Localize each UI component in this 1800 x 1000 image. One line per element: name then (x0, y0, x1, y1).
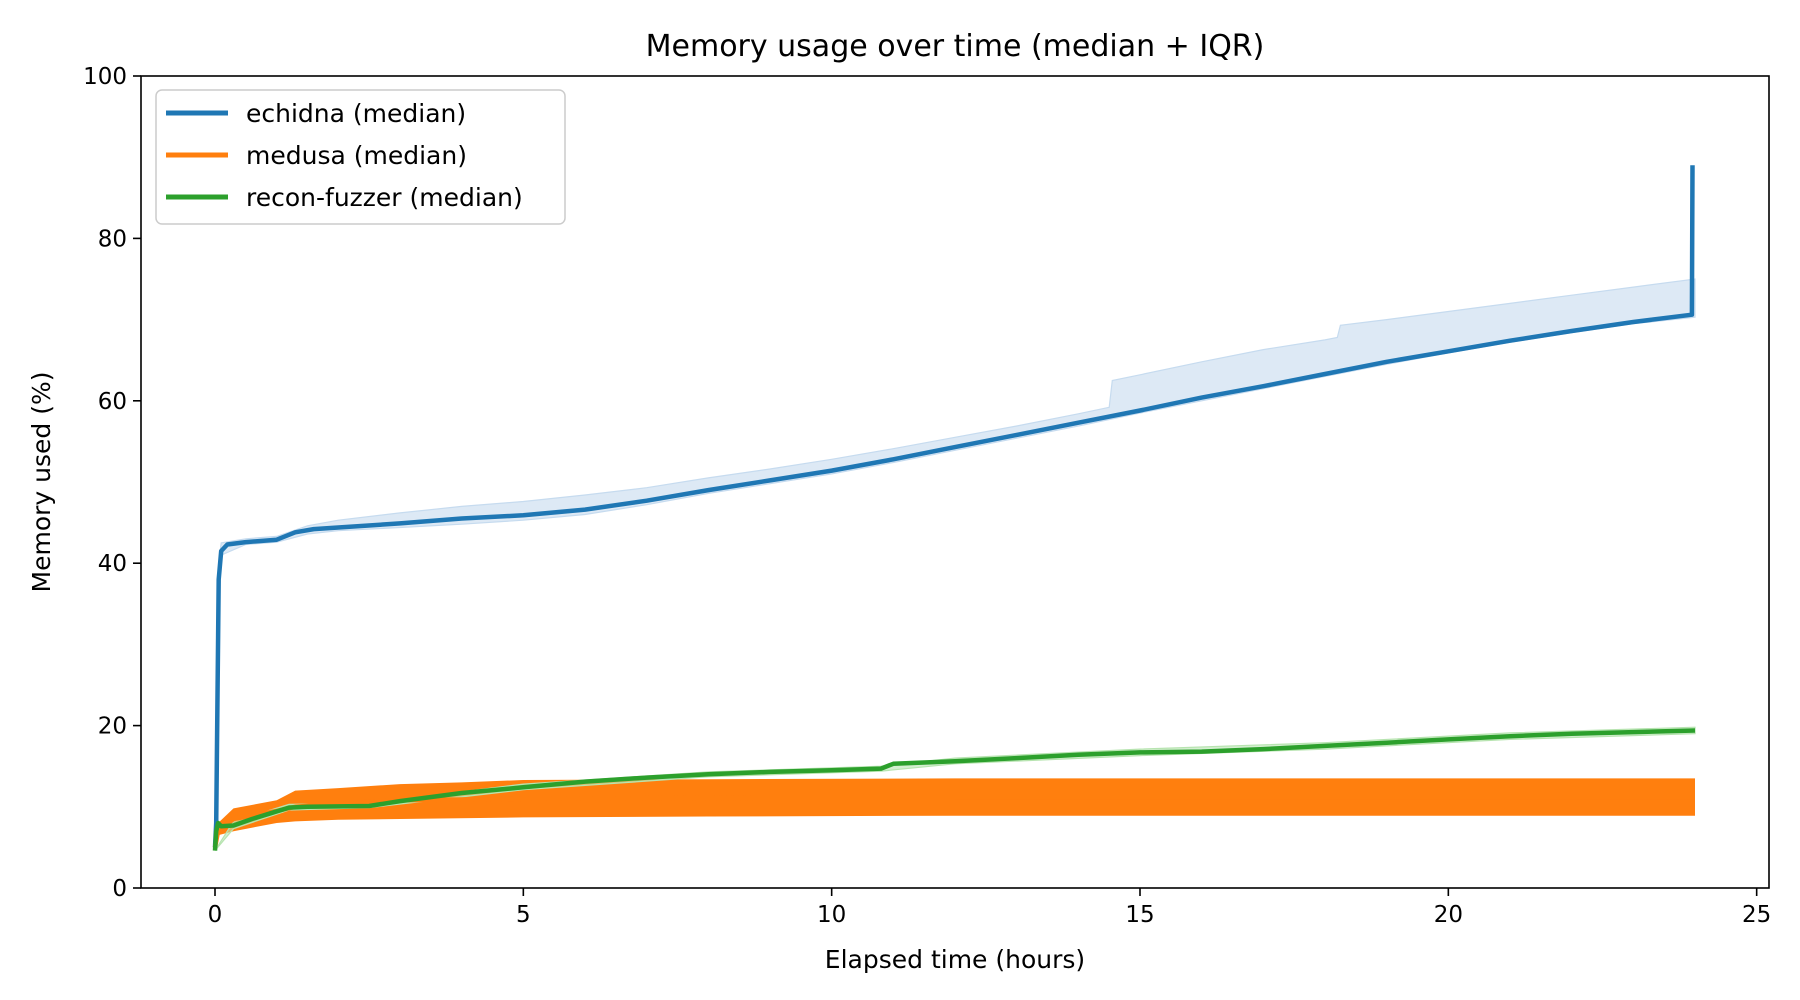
y-tick-label-40: 40 (98, 551, 127, 577)
x-tick-label-15: 15 (1125, 902, 1154, 928)
x-tick-label-5: 5 (516, 902, 531, 928)
y-axis-label: Memory used (%) (27, 372, 56, 593)
echidna-median-line (212, 165, 1695, 848)
x-tick-label-25: 25 (1742, 902, 1771, 928)
legend-label-echidna: echidna (median) (246, 99, 466, 128)
legend: echidna (median) medusa (median) recon-fuz… (155, 89, 566, 225)
y-tick-label-100: 100 (83, 64, 127, 90)
y-tick-label-20: 20 (98, 714, 127, 740)
legend-label-recon-fuzzer: recon-fuzzer (median) (246, 183, 523, 212)
x-tick-label-20: 20 (1434, 902, 1463, 928)
chart-title: Memory usage over time (median + IQR) (646, 29, 1265, 64)
x-axis-label: Elapsed time (hours) (825, 945, 1085, 974)
x-tick-label-10: 10 (817, 902, 846, 928)
legend-label-medusa: medusa (median) (246, 141, 467, 170)
x-tick-label-0: 0 (208, 902, 223, 928)
y-tick-label-80: 80 (98, 226, 127, 252)
y-tick-label-0: 0 (112, 876, 127, 902)
legend-box (155, 89, 566, 225)
legend-items: echidna (median) medusa (median) recon-fuz… (166, 99, 523, 212)
y-tick-label-60: 60 (98, 389, 127, 415)
medusa-iqr-band (215, 778, 1695, 848)
recon-fuzzer-median-line (212, 728, 1696, 851)
median-lines (212, 165, 1696, 851)
x-axis: 0 5 10 15 20 25 (208, 888, 1771, 928)
y-axis: 0 20 40 60 80 100 (83, 64, 141, 902)
plot-frame (140, 75, 1770, 889)
iqr-bands (214, 278, 1696, 851)
plot-area (140, 75, 1770, 889)
